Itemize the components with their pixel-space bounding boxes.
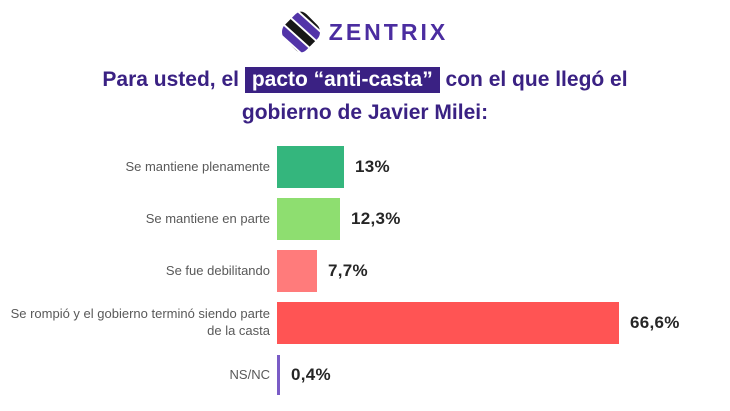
- bar-segment: [277, 250, 317, 293]
- bar-segment: [277, 355, 280, 396]
- page-title: Para usted, el pacto “anti-casta” con el…: [56, 64, 674, 129]
- value-label: 13%: [355, 157, 390, 177]
- category-label: Se fue debilitando: [165, 262, 270, 278]
- bar-chart: Se mantiene plenamente 13% Se mantiene en …: [0, 146, 730, 396]
- chart-row: Se mantiene plenamente 13%: [0, 146, 730, 189]
- value-label: 66,6%: [630, 313, 680, 333]
- chart-row: Se rompió y el gobierno terminó siendo p…: [0, 302, 730, 345]
- bar-segment: [277, 198, 340, 241]
- value-label: 7,7%: [328, 261, 368, 281]
- bar-segment: [277, 302, 619, 345]
- brand-header: ZENTRIX: [0, 10, 730, 54]
- title-post: con el que llegó el gobierno de Javier M…: [241, 68, 628, 124]
- bar-rows: Se mantiene plenamente 13% Se mantiene en …: [0, 146, 730, 396]
- category-label: NS/NC: [229, 366, 270, 382]
- value-label: 0,4%: [291, 365, 331, 385]
- title-highlight: pacto “anti-casta”: [244, 67, 440, 93]
- brand-wordmark: ZENTRIX: [328, 18, 449, 45]
- category-label: Se mantiene en parte: [145, 210, 270, 226]
- category-label: Se rompió y el gobierno terminó siendo p…: [10, 306, 270, 339]
- bar-segment: [277, 146, 344, 189]
- title-pre: Para usted, el: [102, 68, 245, 91]
- chart-row: NS/NC 0,4%: [0, 354, 730, 396]
- chart-row: Se fue debilitando 7,7%: [0, 250, 730, 293]
- value-label: 12,3%: [351, 209, 401, 229]
- category-label: Se mantiene plenamente: [125, 158, 270, 174]
- chart-row: Se mantiene en parte 12,3%: [0, 198, 730, 241]
- zentrix-logo-icon: [281, 11, 320, 53]
